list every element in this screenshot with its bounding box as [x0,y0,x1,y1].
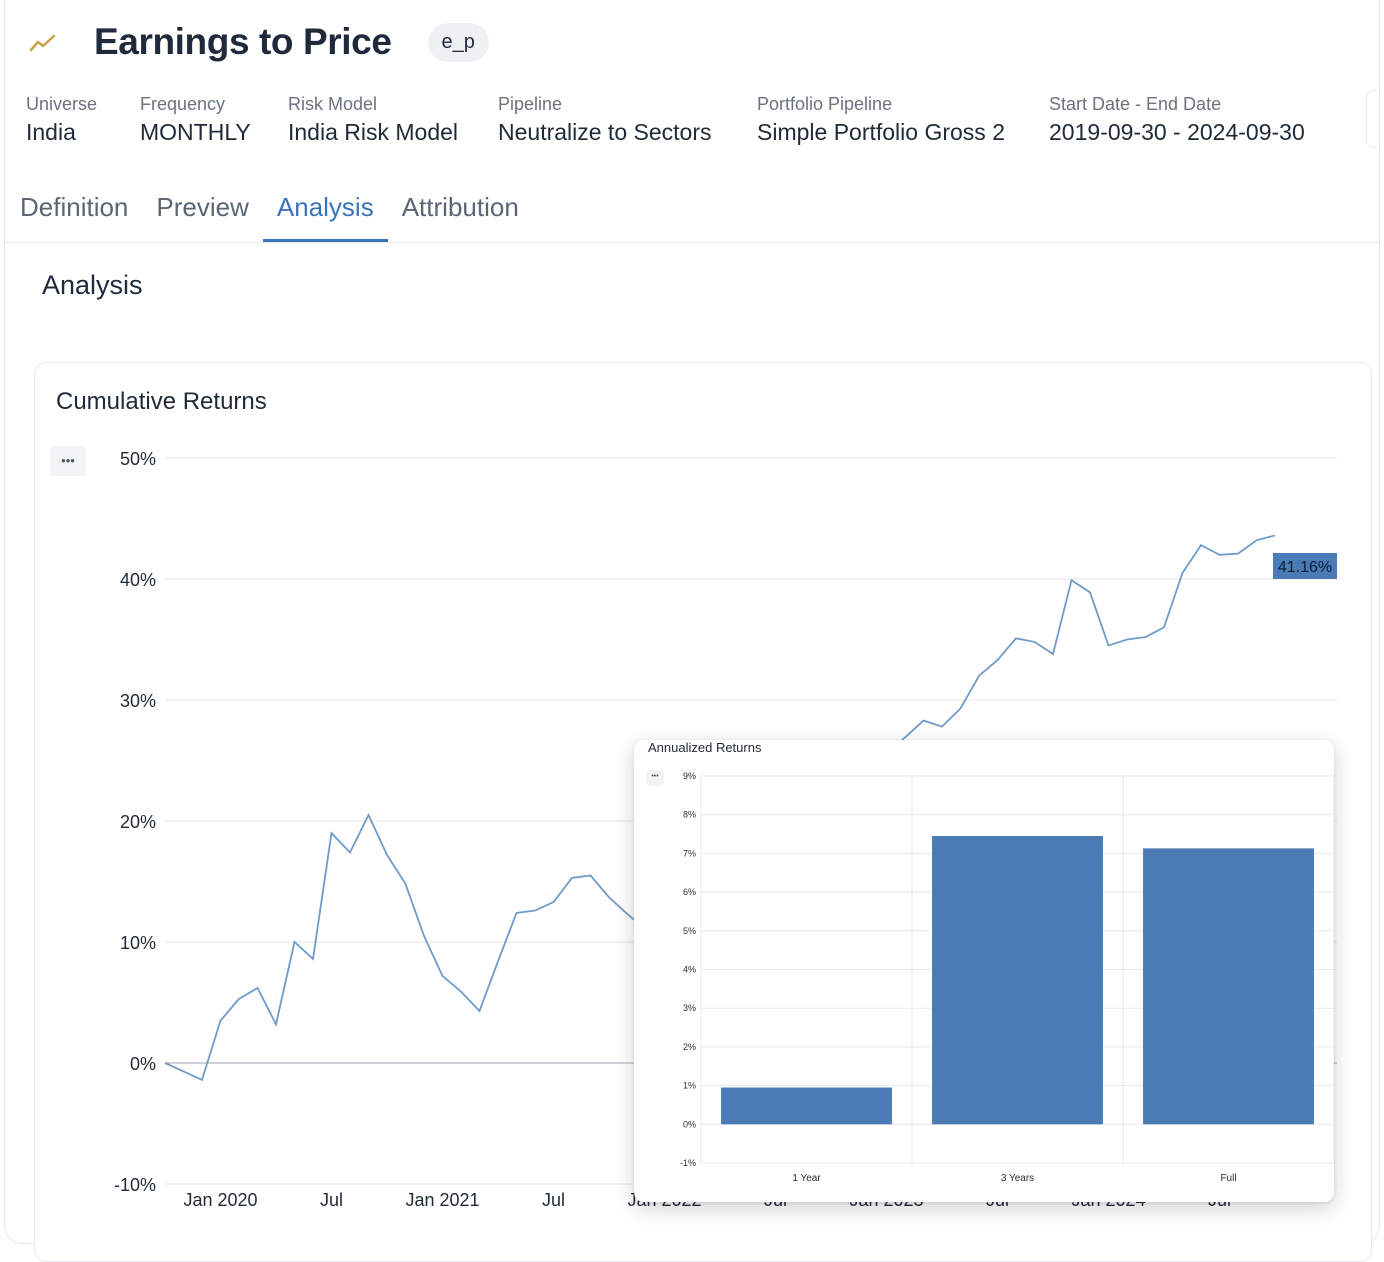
y-tick-label: 0% [130,1054,156,1074]
page-title: Earnings to Price [94,21,392,62]
y-tick-label: 4% [683,965,696,975]
meta-label: Start Date - End Date [1049,94,1222,114]
signal-tag: e_p [427,22,489,62]
meta-value: India Risk Model [288,119,459,145]
meta-pipeline: Pipeline Neutralize to Sectors [498,92,711,147]
meta-label: Universe [26,94,98,114]
x-category-label: 3 Years [1001,1173,1034,1184]
bar [1143,848,1314,1125]
tab-bar: Definition Preview Analysis Attribution [20,186,533,242]
y-tick-label: 10% [120,933,156,953]
tab-divider [4,242,1380,243]
bar [932,835,1103,1125]
y-tick-label: 20% [120,812,156,832]
meta-label: Risk Model [288,94,378,114]
tab-analysis[interactable]: Analysis [262,186,388,242]
y-tick-label: 50% [120,449,156,469]
x-tick-label: Jul [542,1190,565,1210]
header: Earnings to Price e_p [28,14,489,70]
annualized-returns-popup: -1% 0% 1% 2% 3% 4% 5% 6% 7% 8% 9% 1 Year 3 Years Full… [634,740,1334,1202]
cumulative-chart-menu-button[interactable]: ••• [50,446,86,476]
y-tick-label: -10% [114,1175,156,1195]
y-tick-label: 8% [683,810,696,820]
cumulative-returns-title: Cumulative Returns [56,388,267,415]
last-value-badge [1273,552,1337,579]
series-line [164,812,629,1082]
y-tick-label: 7% [683,848,696,858]
x-tick-label: Jan 2020 [183,1190,257,1210]
meta-risk-model: Risk Model India Risk Model [288,92,458,147]
meta-overflow-card[interactable] [1366,90,1377,148]
series-line [978,534,1276,677]
section-title: Analysis [42,270,143,300]
x-category-label: Full [1220,1173,1236,1184]
y-tick-label: 3% [683,1003,696,1013]
x-tick-label: Jul [320,1190,343,1210]
meta-value: 2019-09-30 - 2024-09-30 [1049,119,1305,145]
y-tick-label: 5% [683,926,696,936]
y-tick-label: 40% [120,570,156,590]
y-tick-label: 0% [683,1119,696,1129]
tab-preview[interactable]: Preview [156,192,249,222]
meta-label: Frequency [140,94,226,114]
annualized-chart-menu-button[interactable]: ••• [646,770,664,786]
meta-date-range: Start Date - End Date 2019-09-30 - 2024-… [1049,92,1305,147]
bar [721,1087,892,1125]
y-tick-label: -1% [680,1158,696,1168]
y-tick-label: 30% [120,691,156,711]
meta-value: Neutralize to Sectors [498,119,712,145]
meta-value: Simple Portfolio Gross 2 [757,119,1005,145]
y-tick-label: 2% [683,1042,696,1052]
y-tick-label: 9% [683,771,696,781]
tab-definition[interactable]: Definition [20,192,129,222]
meta-label: Pipeline [498,94,563,114]
meta-value: India [26,119,76,145]
y-tick-label: 6% [683,887,696,897]
trend-line-icon [29,34,56,52]
annualized-returns-chart: -1% 0% 1% 2% 3% 4% 5% 6% 7% 8% 9% 1 Year 3 Years Full [680,771,1334,1184]
meta-portfolio-pipeline: Portfolio Pipeline Simple Portfolio Gros… [757,92,1005,147]
tab-attribution[interactable]: Attribution [401,192,519,222]
x-tick-label: Jan 2021 [405,1190,479,1210]
last-value-label: 41.16% [1278,559,1332,576]
x-category-label: 1 Year [792,1173,821,1184]
meta-value: MONTHLY [140,119,251,145]
annualized-returns-title: Annualized Returns [648,740,762,755]
meta-frequency: Frequency MONTHLY [140,92,251,147]
meta-label: Portfolio Pipeline [757,94,893,114]
y-tick-label: 1% [683,1081,696,1091]
meta-universe: Universe India [26,92,97,147]
